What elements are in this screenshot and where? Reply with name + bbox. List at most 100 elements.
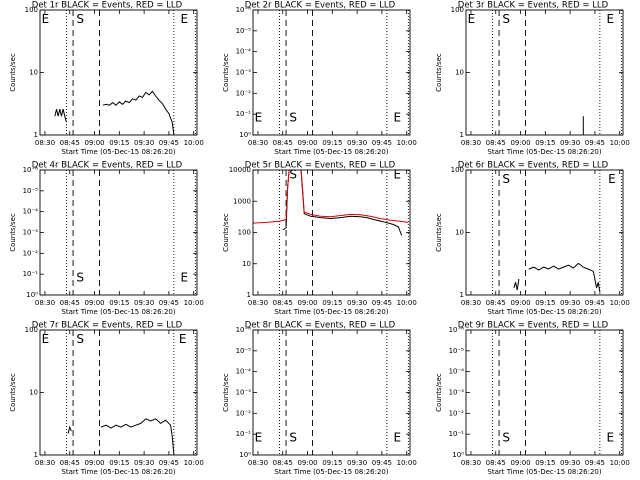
x-tick-label: 09:00 [84,139,104,147]
y-tick-label: 1000 [233,197,251,205]
panel: Det 8r BLACK = Events, RED = LLD Counts/s… [222,321,417,477]
y-tick-label: 10⁻³ [23,229,39,237]
y-tick-label: 100 [238,229,251,237]
x-tick-label: 09:15 [322,299,342,307]
panel: Det 1r BLACK = Events, RED = LLD Counts/s… [9,1,204,157]
x-tick-label: 09:15 [535,139,555,147]
x-tick-label: 09:30 [560,139,580,147]
panel: Det 5r BLACK = Events, RED = LLD Counts/s… [222,161,417,317]
plot-frame [465,9,624,136]
y-tick-label: 10 [29,69,38,77]
x-tick-label: 09:15 [109,459,129,467]
x-tick-label: 09:30 [134,139,154,147]
y-tick-label: 10⁻² [23,249,39,257]
x-tick-label: 09:00 [510,459,530,467]
x-axis-label: Start Time (05-Dec-15 08:26:20) [274,308,388,316]
y-tick-label: 10⁻² [449,409,465,417]
chart-title: Det 8r BLACK = Events, RED = LLD [245,321,396,331]
x-tick-label: 08:45 [60,459,80,467]
panel: Det 9r BLACK = Events, RED = LLD Counts/s… [435,321,630,477]
y-tick-label: 10⁻³ [236,389,252,397]
x-tick-label: 10:00 [397,299,417,307]
x-tick-label: 09:15 [535,459,555,467]
data-line [67,418,175,455]
x-axis-label: Start Time (05-Dec-15 08:26:20) [487,148,601,156]
data-line [282,170,403,236]
x-tick-label: 10:00 [397,459,417,467]
annotation: E [42,332,50,346]
x-tick-label: 09:30 [560,459,580,467]
x-tick-label: 08:30 [35,139,55,147]
chart-title: Det 5r BLACK = Events, RED = LLD [245,161,396,171]
plot-frame [252,169,411,296]
y-tick-label: 100 [25,6,38,14]
x-tick-label: 09:45 [372,139,392,147]
x-axis-label: Start Time (05-Dec-15 08:26:20) [61,148,175,156]
y-axis-label: Counts/sec [9,53,17,92]
y-tick-label: 1 [34,451,38,459]
y-tick-label: 10⁻⁵ [236,27,252,35]
annotation: E [393,110,401,124]
y-tick-label: 100 [25,326,38,334]
x-tick-label: 08:30 [35,299,55,307]
annotation: E [255,110,263,124]
annotation: E [608,172,616,186]
x-tick-label: 08:45 [273,299,293,307]
y-axis-label: Counts/sec [435,213,443,252]
x-tick-label: 09:15 [109,299,129,307]
y-tick-label: 10⁰ [452,451,464,459]
plot-frame [465,169,624,296]
annotation: S [76,12,84,26]
annotation: E [180,270,188,284]
x-tick-label: 09:30 [560,299,580,307]
y-tick-label: 10⁻² [236,89,252,97]
y-tick-label: 10 [455,69,464,77]
x-tick-label: 09:00 [84,299,104,307]
annotation: E [42,12,50,26]
panel: Det 2r BLACK = Events, RED = LLD Counts/s… [222,1,417,157]
x-tick-label: 09:45 [585,139,605,147]
y-tick-label: 10⁻⁵ [23,187,39,195]
panel: Det 3r BLACK = Events, RED = LLD Counts/s… [435,1,630,157]
x-tick-label: 08:30 [461,459,481,467]
x-tick-label: 09:15 [109,139,129,147]
plot-frame [252,9,411,136]
chart-title: Det 9r BLACK = Events, RED = LLD [458,321,609,331]
plot-frame [39,9,198,136]
x-tick-label: 09:45 [372,299,392,307]
y-tick-label: 1 [460,131,464,139]
y-tick-label: 10⁻³ [449,389,465,397]
x-tick-label: 08:30 [461,299,481,307]
x-tick-label: 08:45 [486,299,506,307]
y-tick-label: 10⁻⁴ [236,48,252,56]
x-tick-label: 09:30 [347,459,367,467]
x-axis-label: Start Time (05-Dec-15 08:26:20) [487,468,601,476]
x-tick-label: 08:30 [461,139,481,147]
x-tick-label: 10:00 [610,299,630,307]
x-tick-label: 08:30 [248,459,268,467]
x-tick-label: 09:00 [510,299,530,307]
annotation: E [393,430,401,444]
y-tick-label: 10⁻¹ [23,270,39,278]
x-tick-label: 08:30 [35,459,55,467]
chart-title: Det 2r BLACK = Events, RED = LLD [245,1,396,11]
x-tick-label: 08:45 [486,459,506,467]
annotation: E [393,167,401,181]
x-tick-label: 09:45 [159,459,179,467]
x-tick-label: 08:45 [60,299,80,307]
chart-title: Det 7r BLACK = Events, RED = LLD [32,321,183,331]
chart-title: Det 1r BLACK = Events, RED = LLD [32,1,183,11]
y-tick-label: 10⁻¹ [236,430,252,438]
x-tick-label: 09:15 [322,139,342,147]
x-tick-label: 10:00 [184,139,204,147]
y-axis-label: Counts/sec [435,53,443,92]
y-axis-label: Counts/sec [222,213,230,252]
annotation: E [255,430,263,444]
x-tick-label: 10:00 [610,139,630,147]
annotation: E [180,12,188,26]
plot-frame [465,329,624,456]
x-tick-label: 08:30 [248,139,268,147]
y-tick-label: 1 [460,291,464,299]
x-tick-label: 09:00 [510,139,530,147]
